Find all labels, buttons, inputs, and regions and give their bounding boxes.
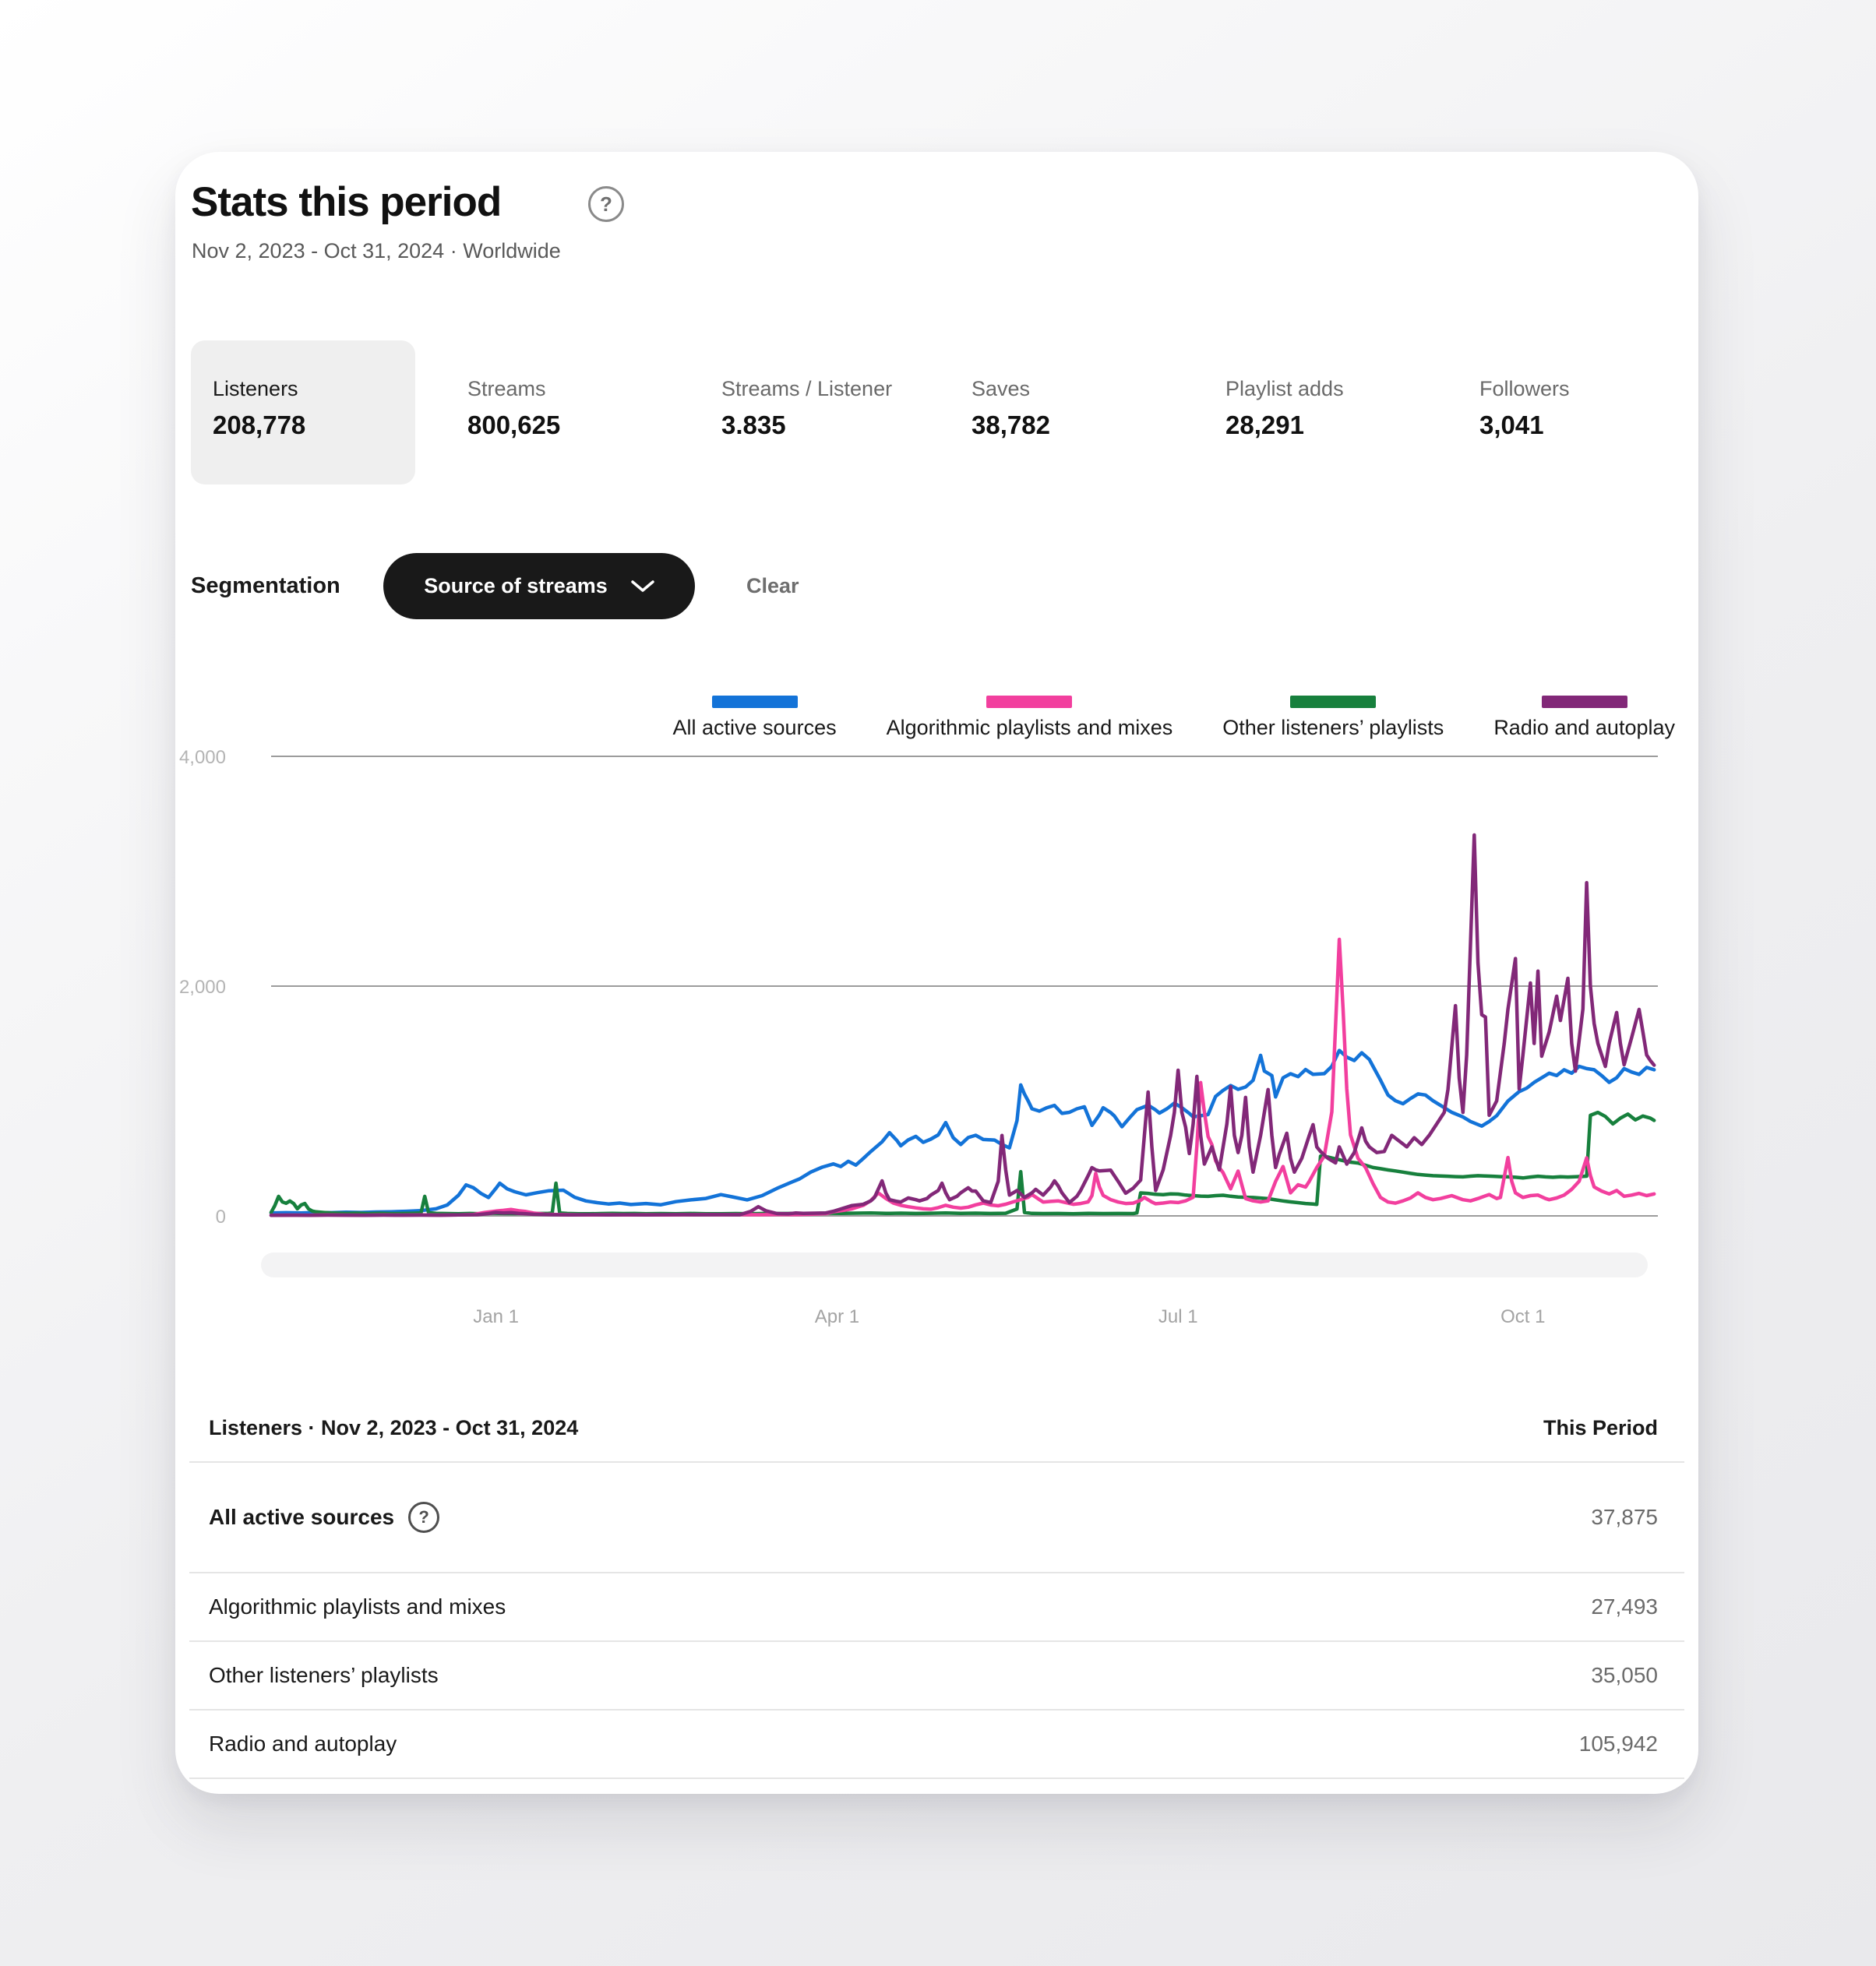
- segmentation-dropdown-value: Source of streams: [424, 574, 608, 597]
- row-label: All active sources: [209, 1505, 395, 1529]
- row-value: 35,050: [1591, 1663, 1658, 1687]
- x-axis-tick-label: Jul 1: [1158, 1306, 1198, 1327]
- legend-item-algorithmic-playlists-and-mixes[interactable]: Algorithmic playlists and mixes: [886, 696, 1173, 739]
- metric-label: Listeners: [213, 377, 298, 400]
- page-title: Stats this period: [191, 179, 502, 225]
- row-value: 37,875: [1591, 1505, 1658, 1529]
- metric-value: 28,291: [1225, 410, 1304, 439]
- chart-scrollbar[interactable]: [261, 1253, 1648, 1277]
- legend-label: Algorithmic playlists and mixes: [886, 716, 1173, 739]
- legend-swatch-icon: [711, 696, 798, 708]
- metric-label: Streams: [467, 377, 546, 400]
- legend-swatch-icon: [986, 696, 1073, 708]
- metric-tab-streams-listener[interactable]: Streams / Listener 3.835: [721, 340, 892, 484]
- segmentation-label: Segmentation: [191, 573, 340, 598]
- y-axis-tick-label: 4,000: [179, 747, 226, 768]
- question-mark-glyph: ?: [418, 1507, 429, 1527]
- segmentation-dropdown[interactable]: Source of streams: [383, 553, 695, 619]
- metric-value: 208,778: [213, 410, 306, 439]
- table-row-algorithmic-playlists-and-mixes: Algorithmic playlists and mixes 27,493: [189, 1573, 1684, 1642]
- row-label: Radio and autoplay: [209, 1732, 397, 1756]
- question-mark-glyph: ?: [600, 192, 612, 216]
- metric-label: Streams / Listener: [721, 377, 893, 400]
- metric-label: Saves: [972, 377, 1031, 400]
- metric-tab-streams[interactable]: Streams 800,625: [467, 340, 560, 484]
- table-row-all-active-sources: All active sources? 37,875: [189, 1463, 1684, 1573]
- metric-tab-listeners[interactable]: Listeners 208,778: [191, 340, 415, 484]
- series-line-algorithmic-playlists-and-mixes: [269, 937, 1656, 1217]
- x-axis-tick-label: Jan 1: [473, 1306, 519, 1327]
- metric-value: 38,782: [972, 410, 1050, 439]
- legend-label: All active sources: [672, 716, 837, 739]
- series-line-radio-and-autoplay: [269, 833, 1656, 1217]
- metric-label: Followers: [1479, 377, 1570, 400]
- legend-swatch-icon: [1290, 696, 1377, 708]
- legend-label: Radio and autoplay: [1493, 716, 1675, 739]
- table-header-left: Listeners · Nov 2, 2023 - Oct 31, 2024: [209, 1415, 579, 1439]
- clear-segmentation-button[interactable]: Clear: [746, 574, 799, 597]
- x-axis-tick-label: Oct 1: [1500, 1306, 1545, 1327]
- row-value: 27,493: [1591, 1594, 1658, 1619]
- metric-value: 3,041: [1479, 410, 1544, 439]
- x-axis-tick-label: Apr 1: [815, 1306, 859, 1327]
- chevron-down-icon: [631, 580, 654, 592]
- chart-legend: All active sources Algorithmic playlists …: [673, 696, 1675, 739]
- legend-item-all-active-sources[interactable]: All active sources: [673, 696, 837, 738]
- row-value: 105,942: [1578, 1732, 1658, 1756]
- metric-tab-playlist-adds[interactable]: Playlist adds 28,291: [1225, 340, 1344, 484]
- metric-value: 3.835: [721, 410, 786, 439]
- table-row-radio-and-autoplay: Radio and autoplay 105,942: [189, 1711, 1684, 1779]
- breakdown-table: Listeners · Nov 2, 2023 - Oct 31, 2024 T…: [189, 1394, 1684, 1779]
- date-range-subtitle: Nov 2, 2023 - Oct 31, 2024 · Worldwide: [192, 239, 561, 262]
- y-axis-tick-label: 0: [216, 1207, 226, 1228]
- table-header-right: This Period: [1543, 1415, 1658, 1439]
- metric-tab-saves[interactable]: Saves 38,782: [972, 340, 1050, 484]
- series-line-all-active-sources: [269, 1048, 1656, 1215]
- legend-swatch-icon: [1541, 696, 1627, 708]
- row-label: Algorithmic playlists and mixes: [209, 1594, 506, 1619]
- stats-card: Stats this period ? Nov 2, 2023 - Oct 31…: [175, 152, 1698, 1794]
- row-label: Other listeners’ playlists: [209, 1663, 439, 1687]
- y-axis-tick-label: 2,000: [179, 977, 226, 998]
- legend-item-other-listeners-playlists[interactable]: Other listeners’ playlists: [1222, 696, 1444, 738]
- table-row-other-listeners-playlists: Other listeners’ playlists 35,050: [189, 1642, 1684, 1711]
- help-icon[interactable]: ?: [408, 1502, 440, 1533]
- legend-label: Other listeners’ playlists: [1222, 716, 1444, 739]
- table-header-row: Listeners · Nov 2, 2023 - Oct 31, 2024 T…: [189, 1394, 1684, 1463]
- metric-label: Playlist adds: [1225, 377, 1344, 400]
- legend-item-radio-and-autoplay[interactable]: Radio and autoplay: [1493, 696, 1675, 738]
- metric-value: 800,625: [467, 410, 561, 439]
- series-line-other-listeners-playlists: [269, 1110, 1656, 1216]
- metric-tab-followers[interactable]: Followers 3,041: [1479, 340, 1570, 484]
- help-icon[interactable]: ?: [588, 186, 624, 222]
- line-chart[interactable]: 0 2,000 4,000 Jan 1 Apr 1 Jul 1 Oct 1: [175, 670, 1698, 1340]
